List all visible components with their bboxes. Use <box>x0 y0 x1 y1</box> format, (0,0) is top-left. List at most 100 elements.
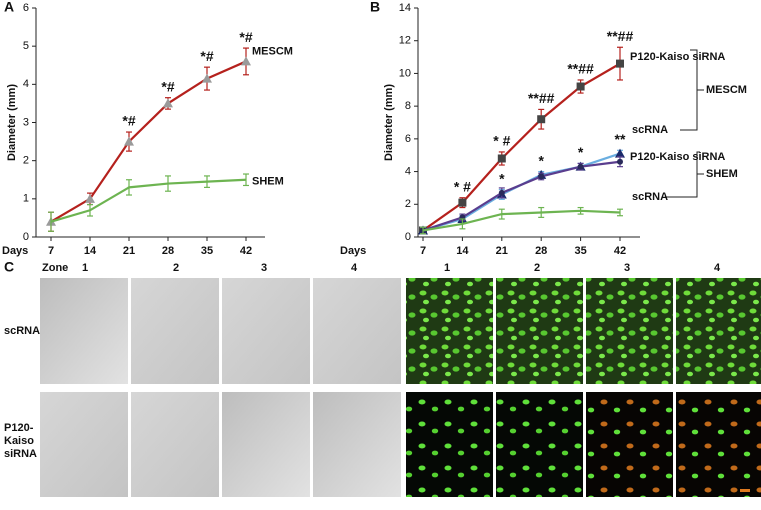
y-tick-label: 1 <box>23 193 29 205</box>
group-label: SHEM <box>706 168 738 180</box>
zone-headers: 1 2 3 4 1 2 3 4 <box>82 262 721 274</box>
y-tick-label: 4 <box>405 165 411 177</box>
y-tick-label: 3 <box>23 116 29 128</box>
group-label: MESCM <box>706 84 747 96</box>
significance: * <box>578 144 584 160</box>
significance: **## <box>607 28 634 44</box>
error-bar <box>204 175 210 188</box>
x-tick-label: 14 <box>84 245 97 257</box>
error-bar <box>617 208 623 217</box>
image-tile <box>40 392 128 497</box>
series-label: scRNA <box>632 124 668 136</box>
significance: *# <box>200 48 213 64</box>
image-tile <box>496 392 583 497</box>
scale-bar <box>740 489 750 492</box>
significance: *# <box>161 78 174 94</box>
image-tile <box>406 278 493 384</box>
y-tick-label: 0 <box>23 231 29 243</box>
significance: * <box>538 152 544 168</box>
x-tick-label: 21 <box>123 245 135 257</box>
marker <box>497 154 506 163</box>
row-label: Kaiso <box>4 435 34 447</box>
panel-label: B <box>370 0 380 15</box>
panel-label: C <box>4 259 14 275</box>
image-tile <box>586 392 673 497</box>
error-bar <box>420 226 426 235</box>
y-axis-title: Diameter (mm) <box>6 84 18 161</box>
zone-label: 3 <box>624 262 630 274</box>
brackets <box>665 49 704 198</box>
series-label: scRNA <box>632 191 668 203</box>
image-tile <box>406 392 493 497</box>
x-tick-label: 28 <box>162 245 174 257</box>
y-tick-label: 0 <box>405 231 411 243</box>
x-tick-label: 42 <box>240 245 252 257</box>
marker <box>537 115 546 124</box>
error-bar <box>126 179 132 196</box>
series-label: P120-Kaiso siRNA <box>630 51 725 63</box>
error-bar <box>459 218 466 230</box>
error-bar <box>243 173 249 187</box>
y-tick-label: 8 <box>405 100 411 112</box>
zone-label: 1 <box>82 262 88 274</box>
error-bar <box>538 206 545 218</box>
series-line <box>422 209 621 232</box>
image-tile <box>40 278 128 384</box>
x-tick-label: 14 <box>456 245 469 257</box>
marker <box>498 189 505 196</box>
significance: * # <box>454 178 471 194</box>
x-tick-label: 35 <box>574 245 586 257</box>
y-tick-label: 12 <box>399 35 411 47</box>
zone-label: 4 <box>351 262 358 274</box>
y-tick-label: 2 <box>23 155 29 167</box>
image-tile <box>222 392 310 497</box>
x-tick-label: 7 <box>48 245 54 257</box>
significance: * <box>499 170 505 186</box>
zone-label: 2 <box>534 262 540 274</box>
y-tick-label: 6 <box>405 133 411 145</box>
panel-label: A <box>4 0 14 15</box>
x-tick-label: 21 <box>496 245 508 257</box>
error-bar <box>165 175 171 192</box>
micrographs <box>40 278 761 497</box>
image-tile <box>131 392 219 497</box>
marker <box>458 198 467 207</box>
significance: *# <box>122 113 135 129</box>
y-tick-label: 6 <box>23 2 29 14</box>
marker <box>124 136 134 146</box>
error-bar <box>87 203 93 217</box>
y-tick-label: 4 <box>23 78 29 90</box>
x-tick-label: 35 <box>201 245 213 257</box>
zone-label: 1 <box>444 262 450 274</box>
series-line <box>422 62 621 232</box>
marker <box>577 163 584 170</box>
row-label: scRNA <box>4 325 40 337</box>
y-tick-label: 14 <box>399 2 411 14</box>
marker <box>538 173 545 180</box>
zone-label: 2 <box>173 262 179 274</box>
marker <box>163 98 173 108</box>
row-label: siRNA <box>4 448 37 460</box>
x-tick-label: 7 <box>420 245 426 257</box>
series-line <box>422 160 621 232</box>
marker <box>202 73 212 83</box>
zone-label: 3 <box>261 262 267 274</box>
y-tick-label: 2 <box>405 198 411 210</box>
marker <box>241 56 251 66</box>
significance: **## <box>528 90 555 106</box>
error-bar <box>498 208 505 220</box>
y-tick-label: 10 <box>399 67 411 79</box>
x-tick-label: 42 <box>614 245 626 257</box>
x-tick-label: 28 <box>535 245 547 257</box>
image-tile <box>313 278 401 384</box>
marker <box>576 82 585 91</box>
image-tile <box>586 278 673 384</box>
error-bar <box>577 206 584 215</box>
y-tick-label: 5 <box>23 40 29 52</box>
series-label: SHEM <box>252 176 284 188</box>
marker <box>85 193 95 203</box>
significance: *# <box>239 29 252 45</box>
series-label: P120-Kaiso siRNA <box>630 151 725 163</box>
y-axis-title: Diameter (mm) <box>383 84 395 161</box>
